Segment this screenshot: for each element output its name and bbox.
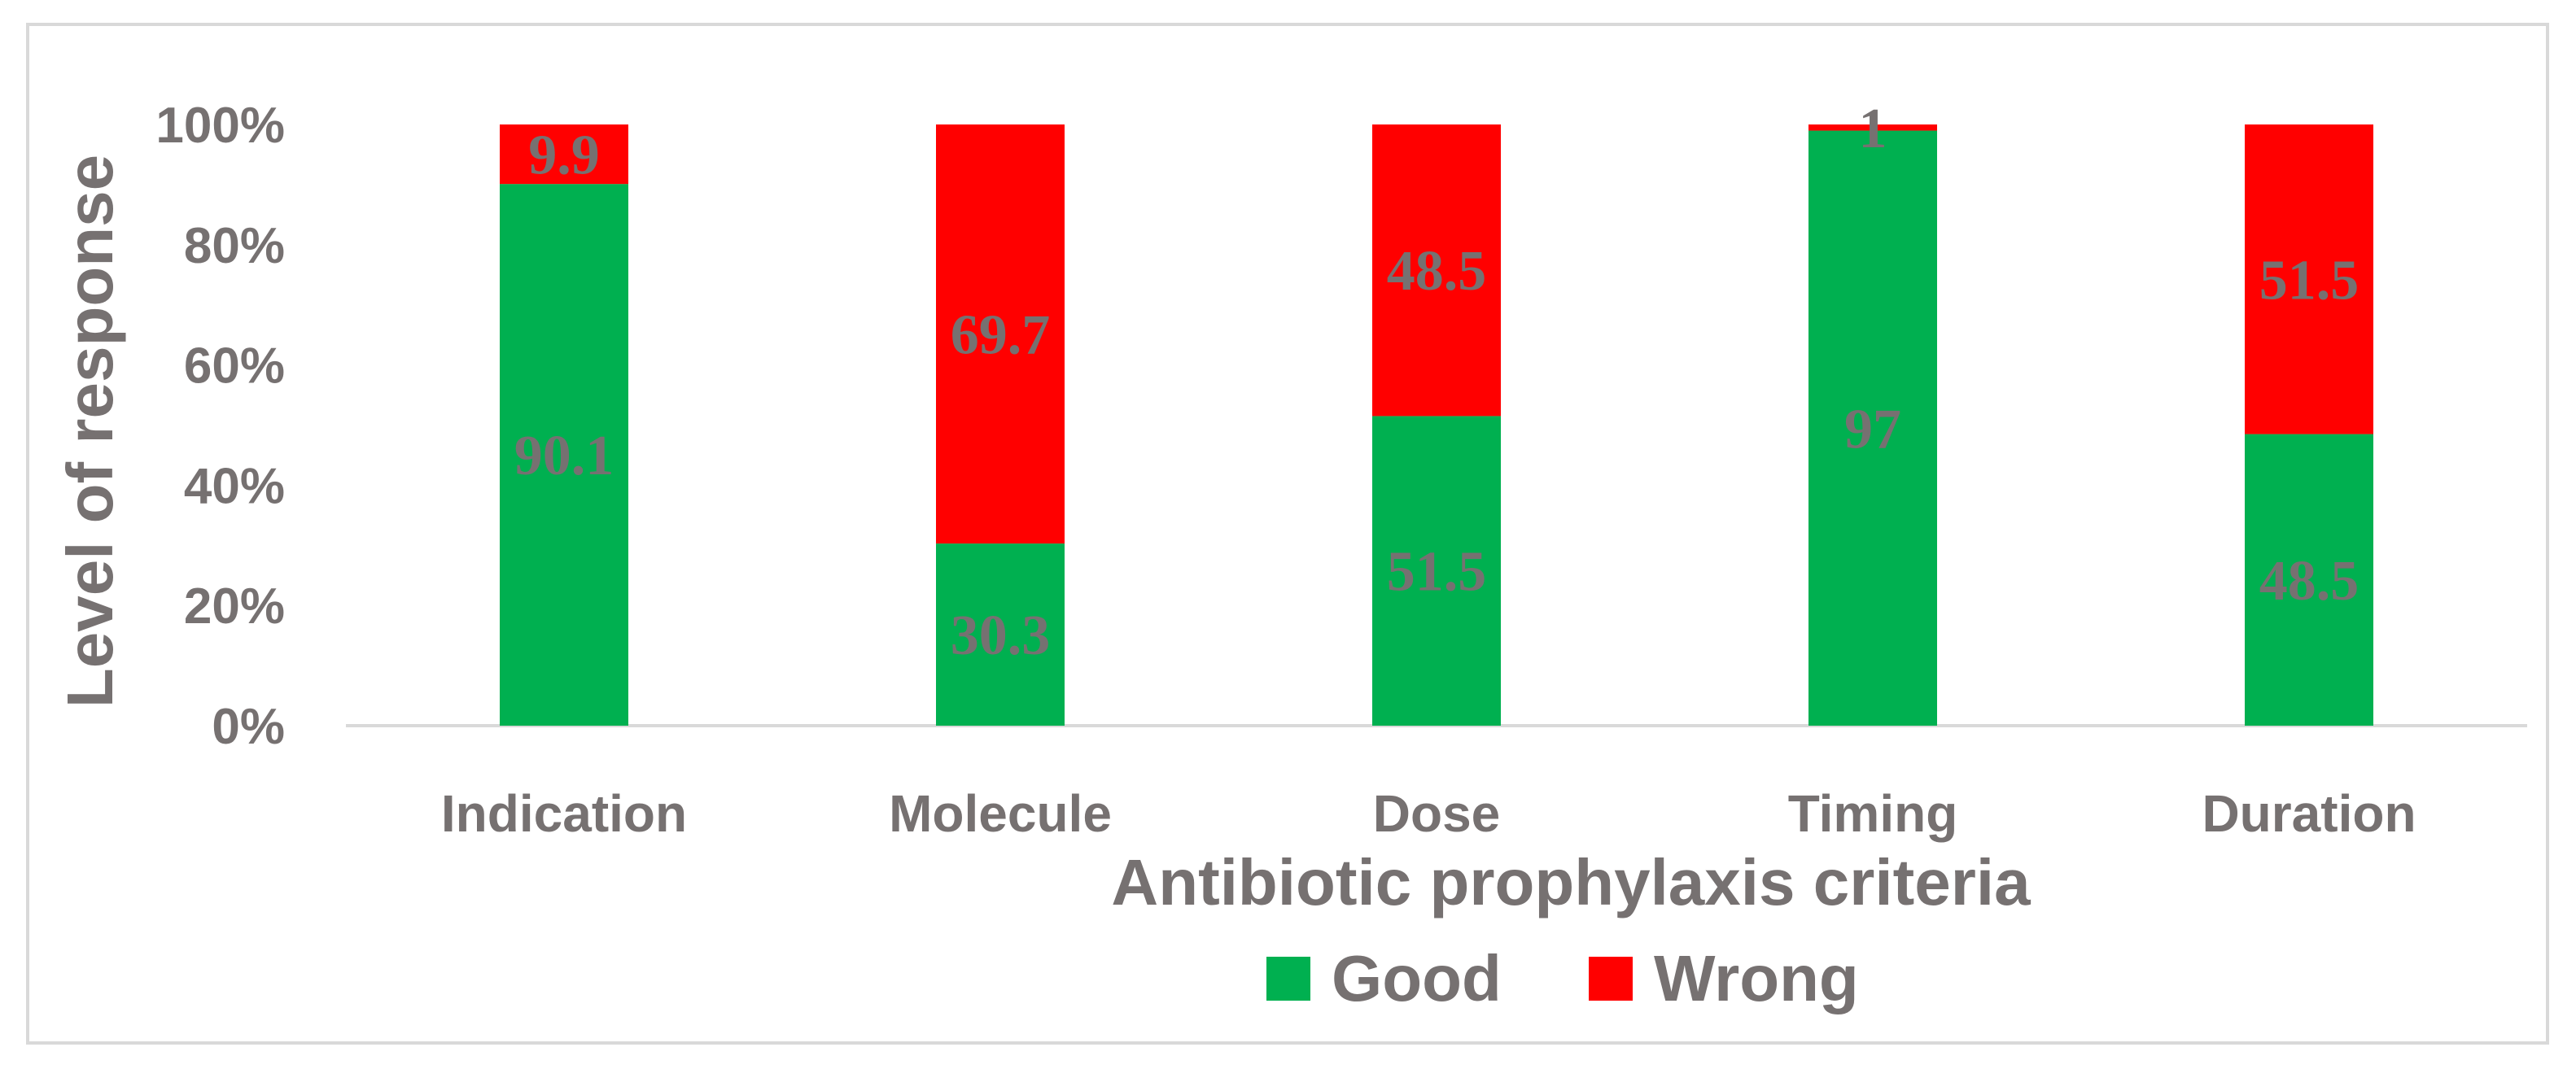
legend-label-wrong: Wrong	[1654, 942, 1859, 1014]
legend-label-good: Good	[1332, 942, 1502, 1014]
y-tick-label: 0%	[212, 699, 285, 755]
bar-good-molecule	[936, 543, 1065, 726]
bar-wrong-duration	[2245, 124, 2373, 434]
y-axis-title: Level of response	[54, 155, 126, 708]
data-label-good-timing: 97	[1844, 398, 1901, 460]
x-category-label: Molecule	[889, 784, 1112, 843]
y-tick-label: 40%	[184, 458, 285, 514]
bar-good-duration	[2245, 434, 2373, 726]
data-label-good-indication: 90.1	[514, 425, 614, 487]
x-category-label: Indication	[441, 784, 687, 843]
data-label-wrong-indication: 9.9	[528, 124, 600, 187]
y-tick-label: 80%	[184, 218, 285, 274]
bar-good-indication	[500, 184, 628, 726]
x-category-label: Timing	[1788, 784, 1958, 843]
y-tick-label: 60%	[184, 338, 285, 395]
legend-swatch-wrong	[1589, 957, 1633, 1001]
legend-swatch-good	[1266, 957, 1310, 1001]
bar-good-dose	[1372, 416, 1501, 726]
data-label-wrong-timing: 1	[1859, 98, 1887, 160]
legend: Good Wrong	[1266, 942, 1859, 1014]
bar-wrong-molecule	[936, 124, 1065, 544]
bars	[500, 124, 2373, 726]
bar-good-timing	[1808, 130, 1937, 726]
chart-frame	[26, 23, 2549, 1045]
y-tick-label: 20%	[184, 578, 285, 635]
bar-wrong-timing	[1808, 124, 1937, 131]
data-label-good-duration: 48.5	[2259, 550, 2360, 613]
bar-wrong-indication	[500, 124, 628, 185]
y-tick-label: 100%	[155, 98, 285, 154]
bar-wrong-dose	[1372, 124, 1501, 417]
data-label-wrong-dose: 48.5	[1387, 240, 1487, 303]
data-label-wrong-molecule: 69.7	[951, 304, 1051, 367]
x-category-label: Dose	[1373, 784, 1501, 843]
x-category-label: Duration	[2202, 784, 2416, 843]
data-label-good-molecule: 30.3	[951, 604, 1051, 667]
x-axis-title: Antibiotic prophylaxis criteria	[1111, 846, 2031, 918]
y-axis-ticks: 0% 20% 40% 60% 80% 100%	[155, 98, 285, 755]
data-label-good-dose: 51.5	[1387, 541, 1487, 604]
data-labels: 90.1 9.9 30.3 69.7 51.5 48.5 97 1 48.5 51.5	[514, 98, 2360, 667]
x-axis-categories: Indication Molecule Dose Timing Duration	[441, 784, 2416, 843]
data-label-wrong-duration: 51.5	[2259, 249, 2360, 312]
